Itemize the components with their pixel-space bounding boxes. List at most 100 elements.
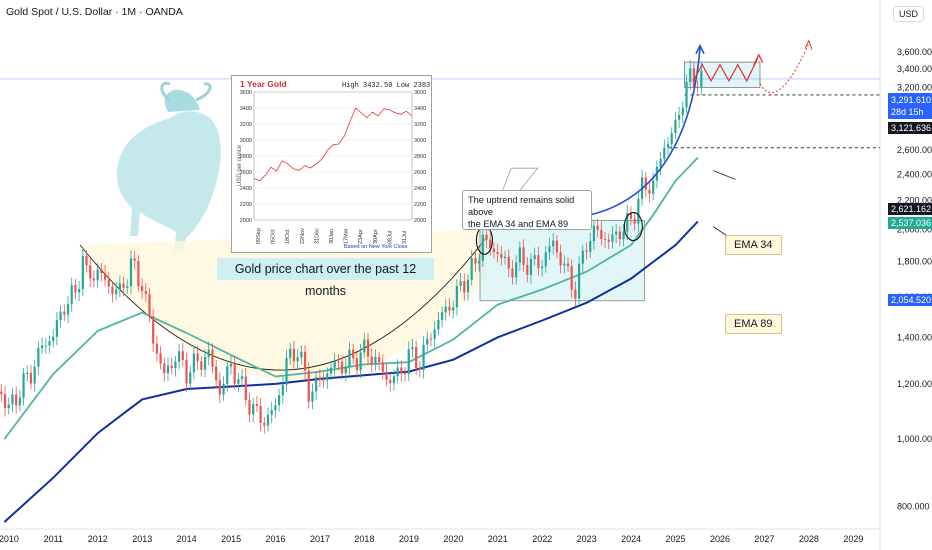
candle-body — [122, 283, 125, 288]
candle-body — [500, 254, 503, 259]
currency-selector[interactable]: USD — [893, 6, 925, 22]
candle-body — [548, 246, 551, 253]
candle-body — [311, 391, 314, 402]
x-tick-label: 2014 — [177, 534, 197, 544]
candle-body — [226, 366, 229, 384]
inset-x-tick: 22Nov — [300, 228, 306, 244]
candle-body — [29, 372, 33, 384]
bull-body — [116, 111, 221, 252]
candle-body — [89, 265, 92, 279]
y-tick-label: 2,000.000 — [897, 225, 932, 235]
candle-body — [181, 351, 184, 360]
candle-body — [381, 362, 384, 372]
candle-body — [481, 234, 484, 261]
candle-body — [418, 368, 421, 370]
candle-body — [533, 255, 536, 260]
y-tick-label: 1,800.000 — [897, 256, 932, 266]
candle-body — [611, 234, 614, 242]
candle-body — [385, 371, 388, 380]
candle-body — [670, 133, 673, 145]
trend-arc-arrowhead — [695, 43, 705, 55]
inset-y-tick-right: 2600 — [414, 170, 426, 176]
candle-body — [292, 348, 296, 362]
candle-body — [689, 68, 692, 82]
candle-body — [115, 289, 118, 295]
candle-body — [81, 255, 84, 290]
candle-body — [344, 366, 347, 374]
zigzag-arrowhead — [753, 53, 764, 66]
candle-body — [578, 263, 581, 299]
x-tick-label: 2022 — [532, 534, 552, 544]
inset-title: 1 Year Gold — [240, 79, 287, 89]
candle-body — [196, 353, 199, 362]
candle-body — [252, 404, 255, 415]
ema89-value-tag: 2,054.520 — [888, 294, 932, 306]
candle-body — [511, 268, 514, 278]
inset-x-tick: 30Jan — [329, 229, 335, 244]
candle-body — [411, 346, 414, 350]
sideways-zone — [684, 61, 761, 88]
candle-body — [96, 269, 99, 281]
zigzag-projection — [692, 57, 759, 83]
candle-body — [537, 255, 540, 269]
ema89-label: EMA 89 — [725, 314, 782, 334]
candle-body — [103, 273, 107, 280]
candle-body — [685, 81, 688, 108]
x-tick-label: 2015 — [221, 534, 241, 544]
candle-body — [100, 269, 103, 274]
candle-body — [289, 348, 292, 358]
symbol-title: Gold Spot / U.S. Dollar · 1M · OANDA — [6, 6, 183, 18]
inset-y-tick: 3600 — [240, 90, 252, 96]
candle-body — [622, 231, 625, 240]
candle-body — [470, 258, 473, 280]
bar-countdown: 28d 15h — [891, 107, 924, 117]
inset-y-tick: 2800 — [240, 154, 252, 160]
inset-y-tick-right: 3600 — [414, 90, 426, 96]
candle-body — [192, 353, 196, 373]
candle-body — [374, 357, 377, 365]
candle-body — [152, 316, 155, 344]
candle-body — [40, 345, 44, 349]
inset-y-tick-right: 2000 — [414, 218, 426, 224]
candle-body — [666, 144, 670, 148]
candle-body — [463, 281, 466, 293]
uptrend-annotation: The uptrend remains solid above the EMA … — [462, 190, 592, 230]
x-tick-label: 2024 — [621, 534, 641, 544]
y-tick-label: 1,400.000 — [897, 332, 932, 342]
candle-body — [207, 349, 210, 357]
level-tag-2621: 2,621.162 — [888, 203, 932, 215]
candle-body — [52, 336, 55, 342]
candle-body — [648, 189, 651, 194]
candle-body — [378, 357, 381, 363]
candle-body — [507, 256, 510, 269]
candle-body — [518, 247, 521, 263]
candle-body — [566, 263, 570, 267]
candle-body — [333, 361, 336, 368]
inset-x-tick: 31Jul — [402, 231, 408, 244]
candle-body — [211, 349, 214, 367]
inset-svg: 1 Year Gold High 3432.50 Low 2383.40 USD… — [237, 79, 443, 250]
candle-body — [33, 366, 36, 384]
candle-body — [303, 351, 307, 371]
candle-body — [355, 358, 358, 371]
candle-body — [363, 339, 366, 353]
candle-body — [18, 397, 21, 406]
candle-body — [318, 377, 321, 381]
candle-body — [326, 373, 329, 381]
x-tick-label: 2021 — [488, 534, 508, 544]
candle-body — [218, 380, 221, 395]
candle-body — [259, 405, 262, 423]
candle-body — [129, 258, 133, 287]
candle-body — [496, 251, 499, 255]
x-tick-label: 2019 — [399, 534, 419, 544]
x-tick-label: 2029 — [843, 534, 863, 544]
x-tick-label: 2011 — [44, 534, 63, 544]
inset-y-tick: 2000 — [240, 218, 252, 224]
candle-body — [596, 225, 599, 230]
ema34-label: EMA 34 — [725, 235, 782, 255]
candle-body — [696, 86, 699, 88]
inset-x-tick: 05Oct — [271, 229, 277, 244]
candle-body — [315, 377, 318, 392]
candle-body — [278, 395, 281, 406]
